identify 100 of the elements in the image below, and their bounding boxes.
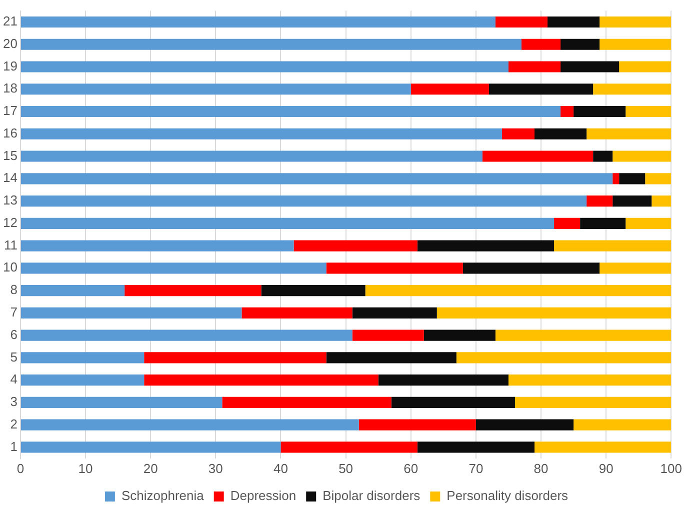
y-tick-label: 15 <box>2 148 18 163</box>
bar <box>358 419 476 430</box>
bar <box>514 396 672 408</box>
bar <box>626 106 672 118</box>
bar <box>476 419 574 430</box>
bar <box>20 106 561 118</box>
bar <box>488 84 594 95</box>
bar <box>586 195 613 207</box>
bar <box>560 38 600 50</box>
bar <box>495 330 672 341</box>
bar <box>554 240 672 252</box>
bar <box>586 128 672 140</box>
bar <box>20 84 411 95</box>
bar <box>626 218 672 229</box>
bar <box>619 173 646 184</box>
x-tick-label: 90 <box>598 460 614 476</box>
bar <box>144 352 326 364</box>
x-tick-label: 20 <box>143 460 158 476</box>
y-tick-label: 14 <box>2 170 18 186</box>
bar <box>20 307 242 318</box>
x-tick-label: 60 <box>404 460 418 476</box>
bar <box>560 106 574 118</box>
bar <box>352 307 437 318</box>
bar <box>580 218 626 229</box>
bar <box>410 84 489 95</box>
bar <box>456 352 672 364</box>
legend-label: Depression <box>230 488 296 504</box>
legend-label: Schizophrenia <box>121 488 205 504</box>
y-tick-label: 13 <box>2 192 18 208</box>
bar <box>612 150 672 162</box>
bar <box>222 396 392 408</box>
legend-label: Personality disorders <box>446 488 569 504</box>
y-tick-label: 3 <box>10 394 18 410</box>
bar <box>534 128 587 140</box>
x-tick-label: 100 <box>660 460 682 476</box>
bar <box>20 218 554 229</box>
bar <box>593 150 613 162</box>
bar <box>508 61 561 72</box>
bar <box>600 262 672 274</box>
x-tick-label: 70 <box>468 460 484 476</box>
legend-label: Bipolar disorders <box>322 488 421 504</box>
bar <box>619 61 672 72</box>
y-tick-label: 6 <box>10 326 18 342</box>
y-tick-label: 7 <box>10 304 18 320</box>
bar <box>261 285 366 296</box>
bar <box>20 262 326 274</box>
y-tick-label: 20 <box>2 36 18 51</box>
bar <box>482 150 594 162</box>
bar <box>365 285 672 296</box>
y-tick-label: 8 <box>10 282 18 298</box>
bar <box>534 442 672 453</box>
bar <box>352 330 424 341</box>
bar <box>495 16 548 28</box>
y-tick-label: 17 <box>2 103 18 118</box>
bar <box>20 374 144 386</box>
bar <box>242 307 352 318</box>
bar <box>20 128 502 140</box>
y-tick-label: 16 <box>2 125 18 140</box>
bar <box>294 240 418 252</box>
bar <box>391 396 515 408</box>
bar <box>508 374 672 386</box>
y-tick-label: 11 <box>4 237 18 252</box>
bar <box>20 442 281 453</box>
bar <box>20 330 352 341</box>
bar <box>593 84 672 95</box>
bar <box>548 16 600 28</box>
bar <box>280 442 418 453</box>
bar <box>612 173 620 184</box>
bar <box>417 240 554 252</box>
bar <box>502 128 535 140</box>
bar <box>521 38 561 50</box>
bar <box>20 240 294 252</box>
bar <box>645 173 672 184</box>
y-tick-label: 18 <box>2 80 18 96</box>
bar <box>652 195 672 207</box>
x-tick-label: 40 <box>274 460 288 476</box>
x-tick-label: 80 <box>534 460 548 476</box>
x-tick-label: 30 <box>208 460 223 476</box>
bar <box>326 352 456 364</box>
bar <box>144 374 378 386</box>
bar <box>20 61 508 72</box>
y-tick-label: 5 <box>10 349 18 364</box>
y-tick-label: 1 <box>10 438 18 454</box>
bar <box>20 16 496 28</box>
bar <box>378 374 508 386</box>
y-tick-label: 2 <box>10 416 18 432</box>
bar <box>124 285 262 296</box>
bar <box>574 106 626 118</box>
y-tick-label: 19 <box>2 58 18 74</box>
bar <box>612 195 652 207</box>
y-tick-label: 10 <box>2 260 18 275</box>
bar <box>574 419 672 430</box>
bar <box>554 218 580 229</box>
x-tick-label: 50 <box>338 460 354 476</box>
bar <box>20 173 613 184</box>
y-tick-label: 21 <box>2 14 18 29</box>
x-tick-label: 0 <box>16 460 24 476</box>
x-tick-label: 10 <box>78 460 93 476</box>
bar <box>20 419 359 430</box>
bar <box>462 262 600 274</box>
